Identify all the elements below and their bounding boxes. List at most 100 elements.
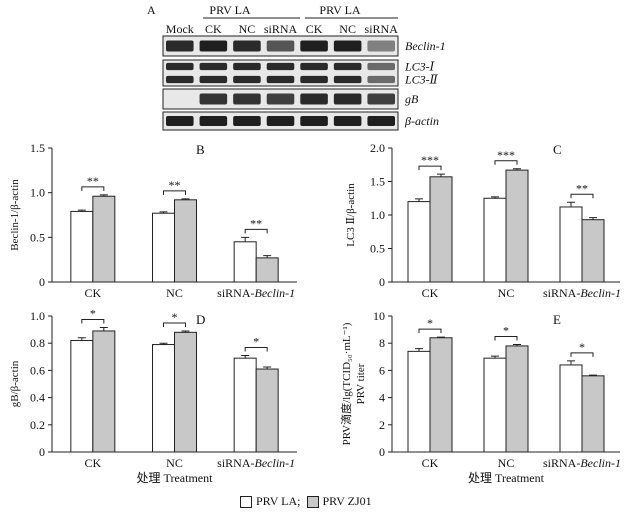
x-axis-label: 处理 Treatment — [137, 471, 214, 485]
legend-label-prv-zj01: PRV ZJ01 — [322, 494, 372, 508]
x-tick-label-main: NC — [498, 286, 515, 300]
x-tick-label: NC — [166, 456, 183, 470]
x-axis-label: 处理 Treatment — [468, 471, 545, 485]
blot-band — [233, 75, 261, 84]
blot-row-label: gB — [405, 92, 419, 106]
error-bar — [77, 337, 86, 341]
y-tick-label: 0.4 — [30, 391, 45, 405]
significance-bracket — [418, 165, 442, 171]
blot-band — [199, 40, 228, 52]
y-tick-label: 1.5 — [370, 175, 385, 189]
error-bar — [99, 327, 108, 331]
blot-band — [367, 62, 395, 71]
y-tick-label: 1.0 — [30, 186, 45, 200]
x-tick-label: CK — [422, 456, 439, 470]
bar-prv-zj01 — [581, 375, 605, 453]
y-tick-label: 4 — [379, 391, 385, 405]
panel-letter: B — [196, 142, 205, 157]
x-tick-label: siRNA-Beclin-1 — [217, 456, 295, 470]
bar-prv-la — [152, 212, 175, 283]
x-tick-label-main: CK — [422, 456, 439, 470]
y-tick-label: 2.0 — [370, 141, 385, 155]
x-tick-label-italic: Beclin-1 — [255, 456, 296, 470]
y-tick-label: 1.5 — [30, 141, 45, 155]
x-tick-label-main: CK — [422, 286, 439, 300]
blot-lane-label: CK — [306, 22, 323, 36]
x-tick-label: NC — [498, 286, 515, 300]
blot-lane-label: siRNA — [365, 22, 399, 36]
x-tick-label-main: siRNA- — [543, 286, 580, 300]
blot-row-label: LC3-Ⅰ — [404, 60, 435, 74]
error-bar — [99, 194, 108, 197]
y-tick-label: 1.0 — [30, 309, 45, 323]
blot-band — [166, 62, 194, 71]
blot-group-label-2: PRV LA — [319, 3, 360, 17]
blot-lane-label: NC — [239, 22, 256, 36]
legend-item-prv-la: PRV LA; — [240, 494, 301, 509]
bar-prv-zj01 — [255, 257, 279, 283]
error-bar — [567, 201, 575, 207]
x-tick-label-main: NC — [498, 456, 515, 470]
error-bar — [589, 374, 597, 376]
significance-label: ** — [576, 181, 588, 195]
blot-band — [333, 75, 362, 84]
error-bar — [513, 344, 521, 346]
x-tick-label-italic: Beclin-1 — [255, 286, 296, 300]
blot-band — [300, 75, 328, 84]
bar-prv-zj01 — [174, 199, 197, 283]
western-blot-panel: A PRV LA PRV LA Mock CK NC siRNA CK NC siRNA B… — [147, 3, 446, 131]
significance-bracket — [570, 352, 594, 357]
blot-row-label: Beclin-1 — [405, 39, 446, 53]
y-tick-label: 0.2 — [30, 418, 45, 432]
panel-label-a: A — [147, 3, 156, 17]
chart-panel-d: 0 0.2 0.4 0.6 0.8 1.0 gB/β-actin D * CK * NC * siRNA-… — [9, 307, 297, 485]
bar-prv-zj01 — [581, 219, 605, 283]
x-tick-label-main: siRNA- — [217, 286, 254, 300]
bar-prv-la — [483, 357, 507, 453]
significance-bracket — [570, 193, 594, 199]
blot-band — [199, 116, 228, 126]
blot-band — [300, 93, 328, 105]
blot-band — [233, 62, 261, 71]
bar-prv-zj01 — [429, 176, 453, 283]
blot-lane-label: CK — [205, 22, 222, 36]
significance-label: ** — [250, 216, 262, 230]
blot-band — [367, 116, 395, 126]
error-bar — [491, 196, 499, 199]
significance-label: ** — [169, 178, 181, 192]
error-bar — [159, 211, 168, 214]
error-bar — [415, 348, 423, 352]
significance-bracket — [81, 319, 105, 324]
error-bar — [241, 354, 250, 359]
bar-prv-zj01 — [255, 368, 279, 453]
x-tick-label-italic: Beclin-1 — [580, 286, 621, 300]
x-tick-label: siRNA-Beclin-1 — [543, 286, 621, 300]
error-bar — [491, 355, 499, 359]
bar-prv-zj01 — [92, 195, 116, 283]
y-axis-label-2: PRV titer — [355, 363, 367, 404]
bar-prv-zj01 — [174, 331, 197, 453]
bar-prv-la — [70, 210, 94, 283]
blot-band — [300, 62, 328, 71]
error-bar — [181, 198, 190, 200]
y-tick-label: 0.5 — [370, 242, 385, 256]
blot-band — [333, 116, 362, 126]
x-tick-label-main: CK — [84, 286, 101, 300]
error-bar — [77, 209, 86, 212]
y-tick-label: 8 — [379, 336, 385, 350]
significance-bracket — [494, 160, 518, 165]
legend-label-prv-la: PRV LA; — [256, 494, 301, 508]
blot-band — [300, 40, 328, 52]
y-tick-label: 6 — [379, 363, 385, 377]
legend-swatch-white — [240, 495, 252, 508]
legend-item-prv-zj01: PRV ZJ01 — [306, 494, 372, 509]
bar-prv-zj01 — [505, 169, 529, 283]
blot-lane-label: Mock — [166, 22, 194, 36]
bar-prv-zj01 — [505, 345, 529, 453]
y-tick-label: 1.0 — [370, 208, 385, 222]
bar-prv-la — [407, 201, 431, 283]
x-tick-label: CK — [84, 286, 101, 300]
y-axis-label: LC3 Ⅱ/β-actin — [345, 183, 357, 247]
blot-lane-label: siRNA — [264, 22, 298, 36]
